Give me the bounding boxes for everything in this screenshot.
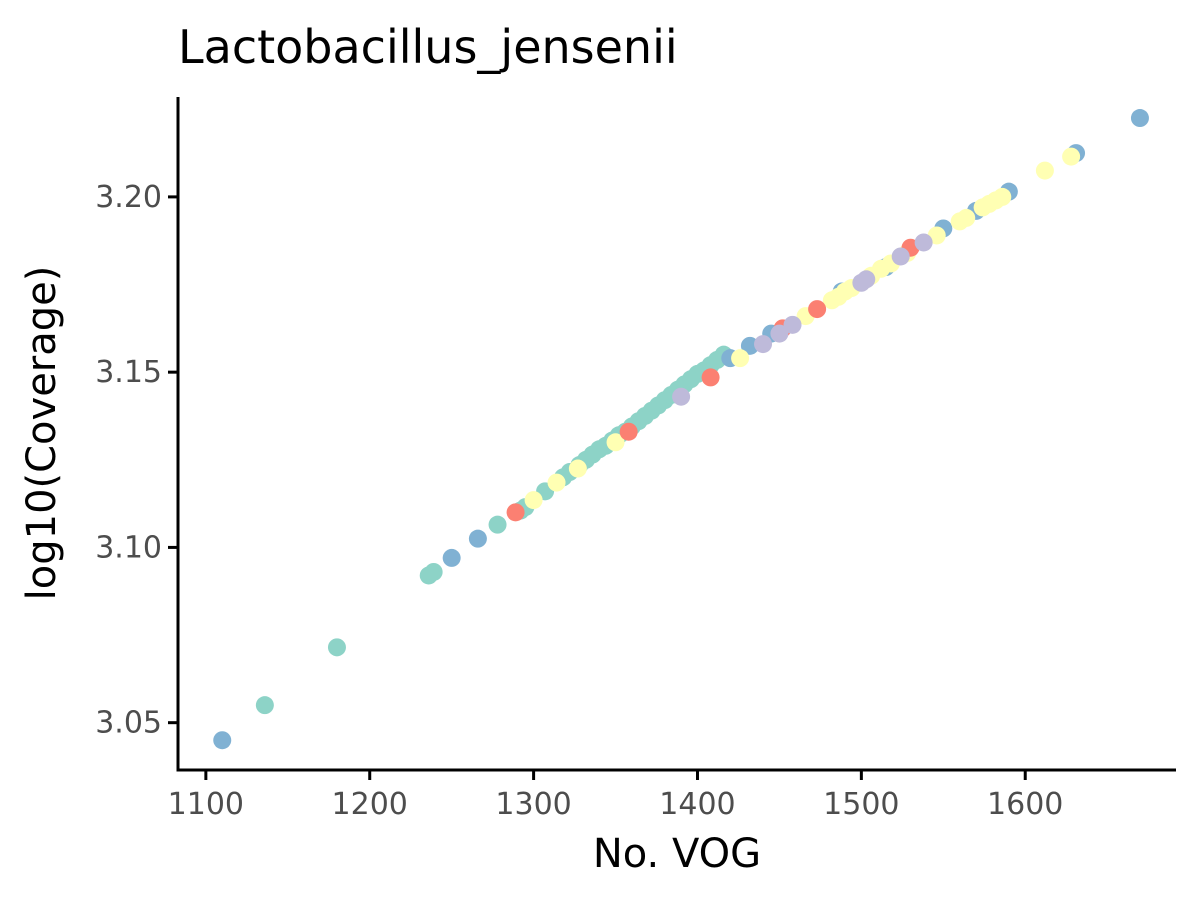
data-point bbox=[891, 247, 910, 266]
data-point bbox=[442, 548, 461, 567]
x-tick-label: 1400 bbox=[659, 787, 735, 822]
data-point bbox=[1062, 147, 1081, 166]
data-point bbox=[488, 515, 507, 534]
data-point bbox=[468, 529, 487, 548]
data-point bbox=[524, 491, 543, 510]
data-point bbox=[740, 336, 759, 355]
data-point bbox=[754, 335, 773, 354]
data-point bbox=[606, 433, 625, 452]
data-point bbox=[547, 473, 566, 492]
data-point bbox=[957, 208, 976, 227]
data-point bbox=[770, 324, 789, 343]
data-point bbox=[857, 270, 876, 289]
x-axis-title: No. VOG bbox=[593, 831, 761, 877]
data-point bbox=[783, 315, 802, 334]
y-tick-label: 3.15 bbox=[95, 355, 162, 390]
x-tick-label: 1300 bbox=[495, 787, 571, 822]
x-tick-label: 1600 bbox=[987, 787, 1063, 822]
x-tick-label: 1200 bbox=[332, 787, 408, 822]
data-point bbox=[424, 562, 443, 581]
data-point bbox=[731, 349, 750, 368]
data-point bbox=[619, 422, 638, 441]
data-point bbox=[1130, 109, 1149, 128]
data-point bbox=[506, 503, 525, 522]
data-point bbox=[213, 731, 232, 750]
data-point bbox=[568, 459, 587, 478]
y-tick-label: 3.10 bbox=[95, 530, 162, 565]
y-tick-label: 3.20 bbox=[95, 180, 162, 215]
data-point bbox=[993, 187, 1012, 206]
data-point bbox=[1035, 161, 1054, 180]
x-axis-ticks: 1100 1200 1300 1400 1500 1600 bbox=[168, 770, 1063, 822]
points-layer bbox=[213, 109, 1149, 750]
chart-title: Lactobacillus_jensenii bbox=[178, 20, 678, 74]
data-point bbox=[327, 638, 346, 657]
x-tick-label: 1100 bbox=[168, 787, 244, 822]
data-point bbox=[255, 696, 274, 715]
data-point bbox=[672, 387, 691, 406]
data-point bbox=[701, 368, 720, 387]
x-tick-label: 1500 bbox=[823, 787, 899, 822]
y-axis-title: log10(Coverage) bbox=[19, 266, 65, 601]
data-point bbox=[808, 300, 827, 319]
y-tick-label: 3.05 bbox=[95, 706, 162, 741]
data-point bbox=[914, 233, 933, 252]
y-axis-ticks: 3.05 3.10 3.15 3.20 bbox=[95, 180, 178, 741]
